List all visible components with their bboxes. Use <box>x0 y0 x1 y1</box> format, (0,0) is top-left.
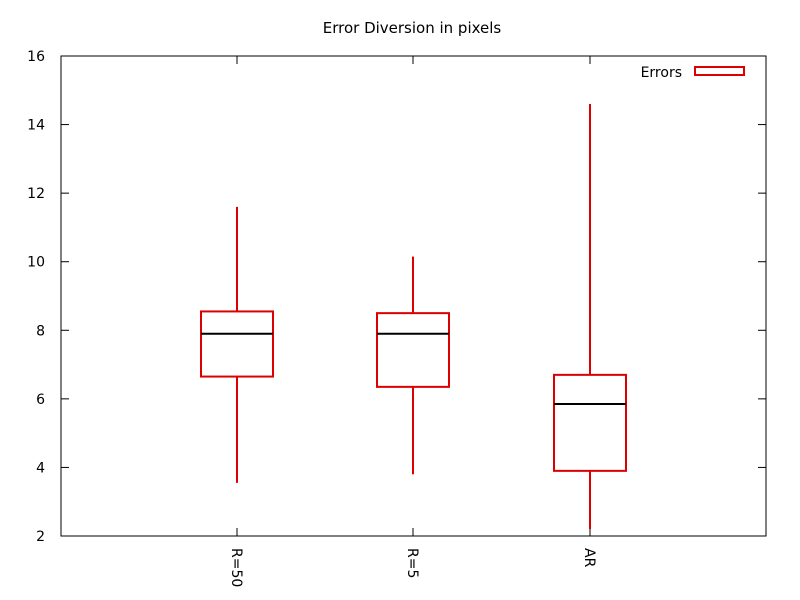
y-tick-label: 6 <box>36 392 45 408</box>
chart-title: Error Diversion in pixels <box>323 19 502 37</box>
y-tick-label: 16 <box>27 49 45 65</box>
y-tick-label: 12 <box>27 186 45 202</box>
box-iqr <box>200 310 274 378</box>
box-series <box>200 104 627 530</box>
legend-swatch <box>694 66 745 76</box>
y-tick-label: 10 <box>27 255 45 271</box>
x-axis: R=50 R=5 AR <box>228 56 597 587</box>
x-tick-label: R=5 <box>404 548 420 578</box>
box-r-50 <box>200 206 274 483</box>
x-tick-label: R=50 <box>228 548 244 587</box>
x-tick-label: AR <box>581 548 597 568</box>
box-ar <box>553 104 627 530</box>
legend: Errors <box>641 65 745 81</box>
y-tick-label: 8 <box>36 323 45 339</box>
y-tick-label: 2 <box>36 529 45 545</box>
y-tick-label: 4 <box>36 460 45 476</box>
box-r-5 <box>376 256 450 475</box>
y-tick-label: 14 <box>27 118 45 134</box>
box-iqr <box>376 312 450 388</box>
legend-label: Errors <box>641 65 682 81</box>
y-axis: 2 4 6 8 10 12 14 16 <box>27 49 766 545</box>
box-iqr <box>553 373 627 472</box>
